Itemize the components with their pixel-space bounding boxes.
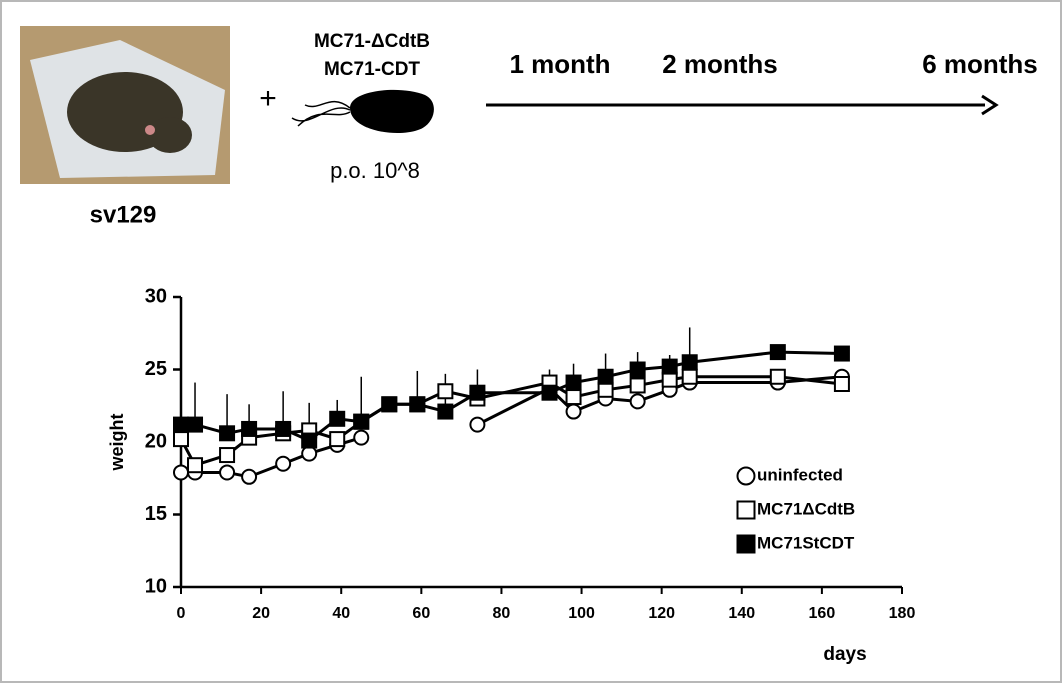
data-point — [565, 389, 582, 406]
data-point — [629, 361, 646, 378]
data-point — [329, 410, 346, 427]
data-point — [629, 377, 646, 394]
data-point — [219, 464, 236, 481]
data-point — [173, 464, 189, 481]
x-tick-label: 120 — [648, 605, 675, 622]
mouse-photo — [20, 26, 230, 184]
x-tick-label: 0 — [177, 605, 186, 622]
data-point — [661, 358, 678, 375]
data-point — [629, 393, 646, 410]
legend-marker — [736, 534, 756, 554]
y-tick-label: 20 — [145, 430, 167, 452]
data-point — [219, 447, 236, 464]
legend-marker — [736, 500, 756, 520]
x-tick-label: 160 — [809, 605, 836, 622]
legend-marker — [736, 466, 756, 486]
data-point — [301, 445, 318, 462]
x-tick-label: 80 — [493, 605, 511, 622]
x-axis-title: days — [823, 644, 866, 665]
x-tick-label: 100 — [568, 605, 595, 622]
data-point — [409, 396, 426, 413]
data-point — [241, 420, 258, 437]
data-point — [173, 431, 189, 448]
data-point — [301, 432, 318, 449]
data-point — [329, 431, 346, 448]
dose-label: p.o. 10^8 — [330, 158, 420, 183]
data-point — [187, 416, 204, 433]
legend-label: MC71ΔCdtB — [757, 499, 855, 518]
data-point — [833, 345, 850, 362]
data-point — [565, 403, 582, 420]
timeline-label: 6 months — [922, 49, 1038, 79]
data-point — [219, 425, 236, 442]
y-tick-label: 25 — [145, 358, 167, 380]
y-tick-label: 15 — [145, 503, 167, 525]
data-point — [769, 368, 786, 385]
data-point — [661, 371, 678, 388]
legend-label: MC71StCDT — [757, 533, 855, 552]
data-point — [681, 368, 698, 385]
y-tick-label: 30 — [145, 285, 167, 307]
data-point — [187, 457, 204, 474]
x-tick-label: 40 — [332, 605, 350, 622]
data-point — [541, 384, 558, 401]
plus-sign: + — [259, 82, 277, 115]
timeline-label: 2 months — [662, 49, 778, 79]
x-tick-label: 180 — [889, 605, 916, 622]
data-point — [469, 416, 486, 433]
data-point — [353, 413, 370, 430]
data-point — [437, 383, 454, 400]
data-point — [597, 368, 614, 385]
x-tick-label: 140 — [728, 605, 755, 622]
data-point — [437, 403, 454, 420]
data-point — [173, 416, 189, 433]
legend-label: uninfected — [757, 465, 843, 484]
data-point — [565, 374, 582, 391]
data-point — [469, 384, 486, 401]
data-point — [353, 429, 370, 446]
x-tick-label: 20 — [252, 605, 270, 622]
x-tick-label: 60 — [412, 605, 430, 622]
timeline-label: 1 month — [509, 49, 610, 79]
data-point — [275, 455, 292, 472]
data-point — [681, 354, 698, 371]
data-point — [275, 420, 292, 437]
timeline-arrow — [486, 94, 999, 116]
data-point — [381, 396, 398, 413]
treatment-label: MC71-CDT — [324, 59, 420, 80]
data-point — [769, 344, 786, 361]
y-tick-label: 10 — [145, 575, 167, 597]
data-point — [833, 376, 850, 392]
strain-label: sv129 — [90, 201, 157, 228]
y-axis-title: weight — [107, 413, 127, 471]
bacterium-icon — [291, 89, 434, 134]
treatment-label: MC71-ΔCdtB — [314, 31, 430, 52]
data-point — [241, 468, 258, 485]
data-point — [597, 381, 614, 398]
